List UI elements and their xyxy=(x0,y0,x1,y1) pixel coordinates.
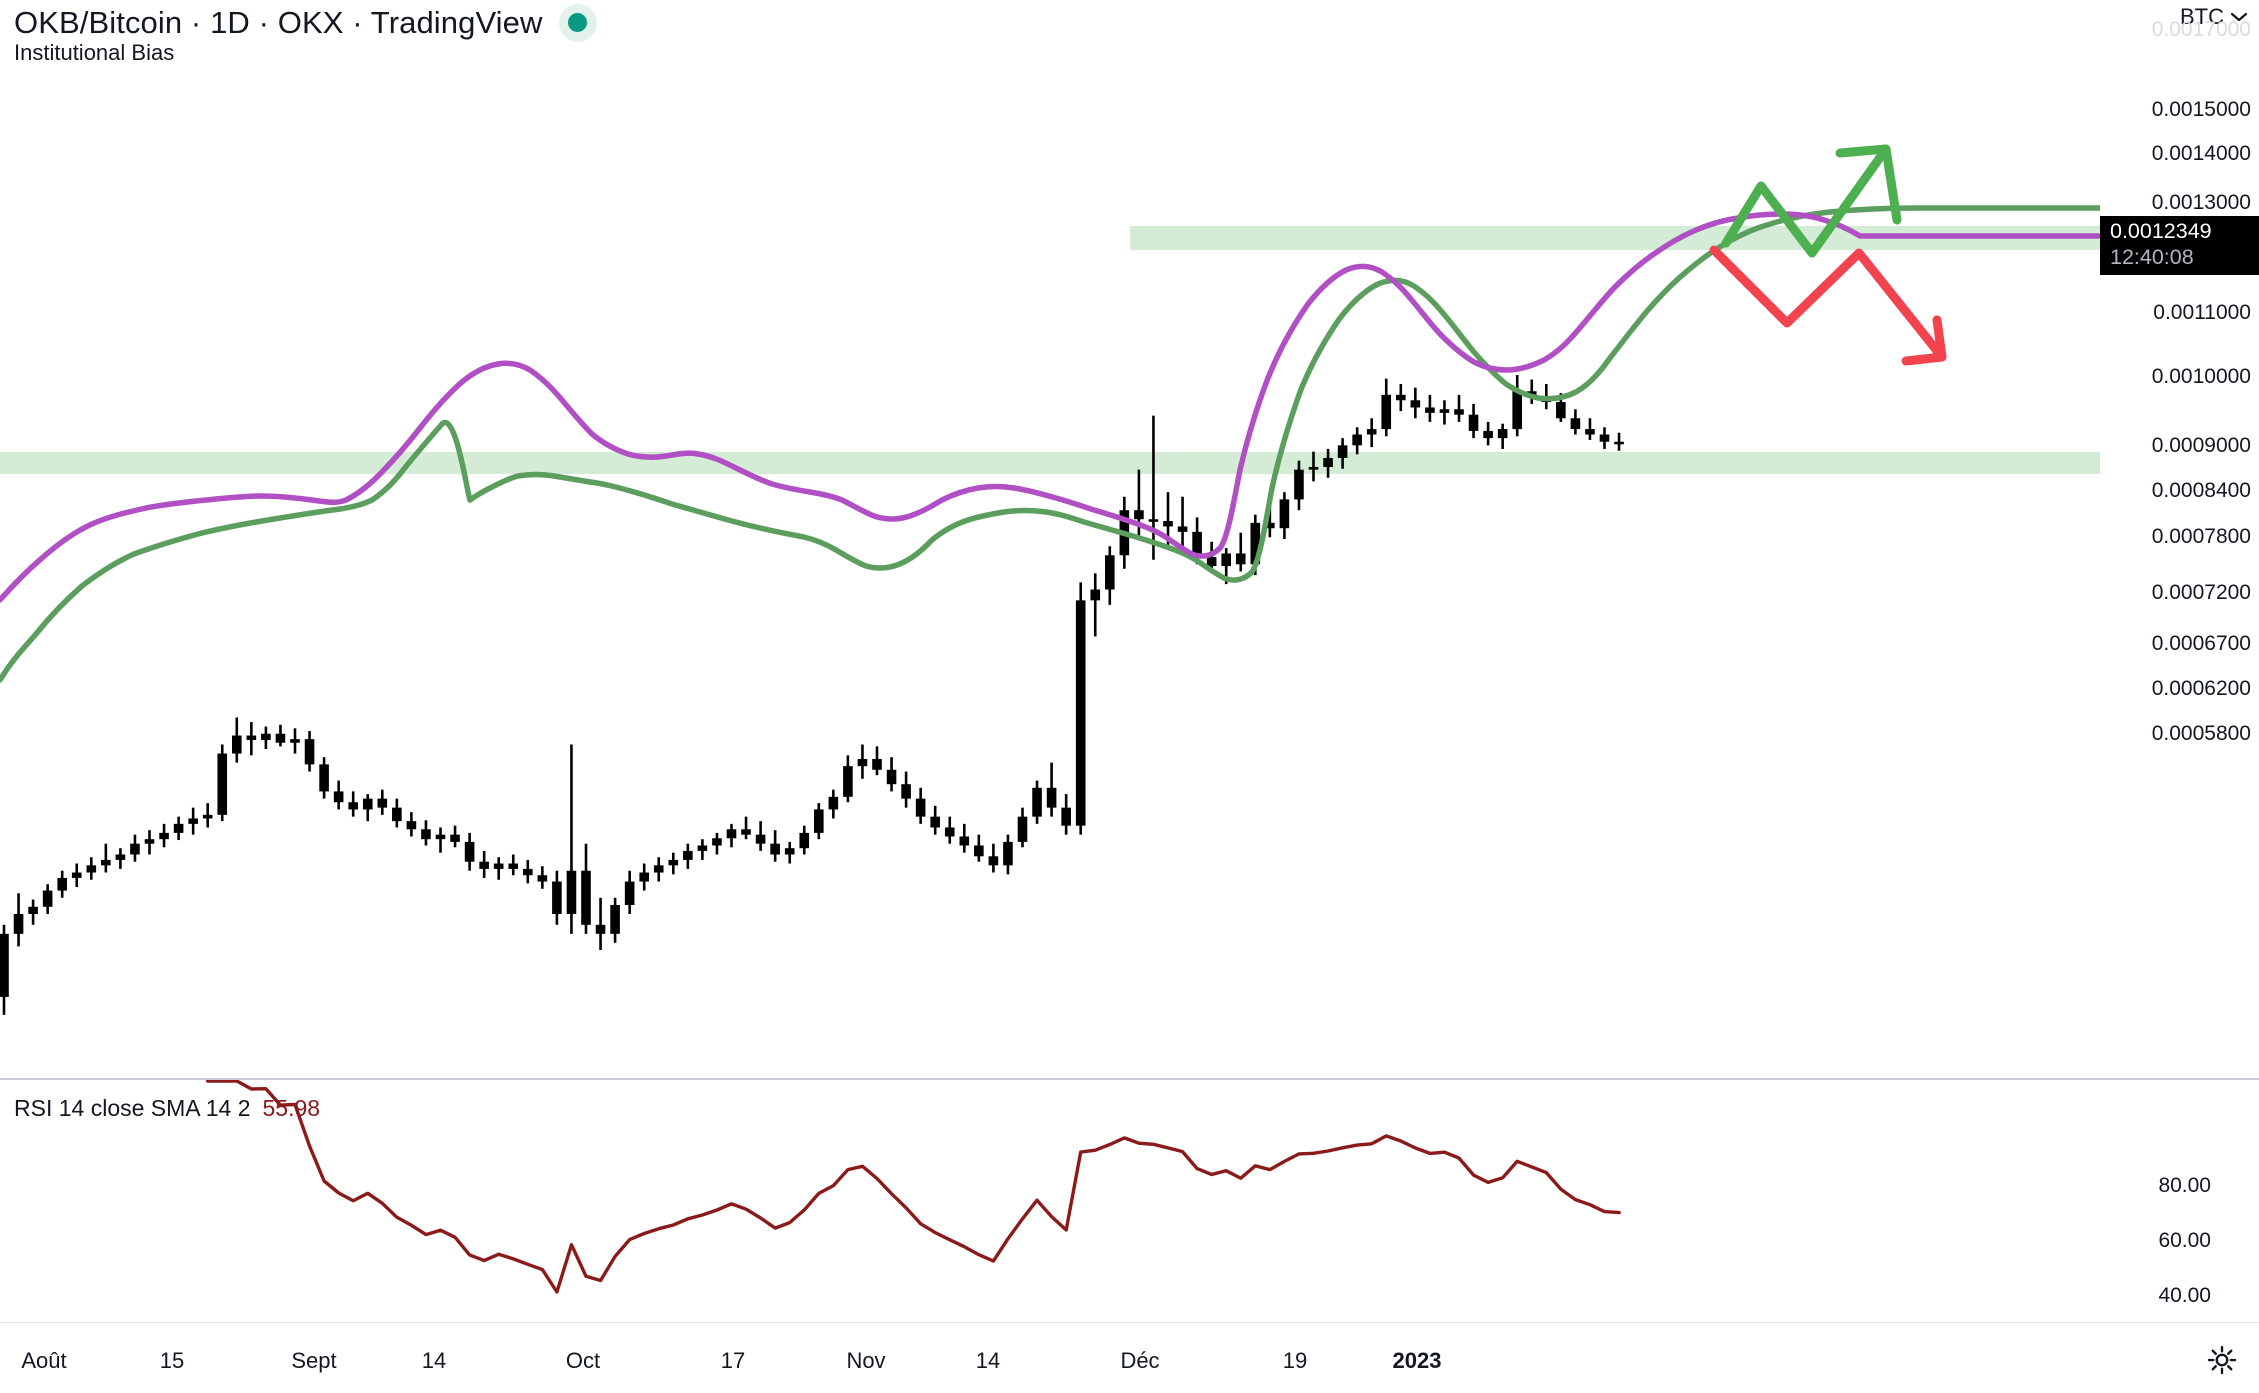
gear-icon[interactable] xyxy=(2207,1345,2237,1375)
price-chart-pane[interactable] xyxy=(0,0,2100,1078)
currency-selector[interactable]: BTC xyxy=(2180,4,2247,30)
chevron-down-icon[interactable] xyxy=(2231,12,2247,22)
rsi-chart-svg xyxy=(205,1080,1621,1294)
time-tick: Sept xyxy=(291,1348,337,1373)
price-tick: 0.0006700 xyxy=(2151,632,2251,655)
price-tick: 0.0010000 xyxy=(2151,365,2251,388)
price-tick: 0.0009000 xyxy=(2151,434,2251,457)
price-tick: 0.0006200 xyxy=(2151,677,2251,700)
price-tick: 0.0017000 xyxy=(2151,18,2251,41)
live-dot-icon xyxy=(568,13,587,32)
chart-header: OKB/Bitcoin · 1D · OKX · TradingView Ins… xyxy=(0,0,2100,95)
currency-label: BTC xyxy=(2180,4,2224,29)
rsi-legend[interactable]: RSI 14 close SMA 14 2 55.98 xyxy=(14,1095,320,1122)
time-tick: Nov xyxy=(846,1348,886,1373)
chart-subtitle: Institutional Bias xyxy=(14,40,175,65)
rsi-line xyxy=(205,1080,1621,1294)
rsi-tick: 60.00 xyxy=(2158,1229,2211,1252)
live-indicator-badge xyxy=(558,3,597,42)
current-price-time: 12:40:08 xyxy=(2110,245,2194,269)
time-tick: 14 xyxy=(421,1348,447,1373)
price-chart-svg xyxy=(0,144,2100,1015)
time-tick: 14 xyxy=(975,1348,1001,1373)
current-price-value: 0.0012349 xyxy=(2110,219,2212,243)
ma-slow-line xyxy=(0,205,2100,683)
ma-fast-line xyxy=(0,211,2100,603)
price-tick: 0.0011000 xyxy=(2153,301,2251,324)
page-title: OKB/Bitcoin · 1D · OKX · TradingView xyxy=(14,4,543,40)
time-tick: Oct xyxy=(565,1348,601,1373)
time-tick: Août xyxy=(21,1348,67,1373)
price-tick: 0.0015000 xyxy=(2151,98,2251,121)
bullish-projection-arrow xyxy=(1721,144,1902,258)
rsi-tick: 80.00 xyxy=(2158,1174,2211,1197)
rsi-value: 55.98 xyxy=(262,1095,321,1121)
bearish-projection-arrow xyxy=(1709,245,1947,366)
current-price-badge: 0.0012349 12:40:08 xyxy=(2100,216,2259,275)
time-tick: Déc xyxy=(1120,1348,1160,1373)
time-tick: 15 xyxy=(159,1348,185,1373)
title-row: OKB/Bitcoin · 1D · OKX · TradingView xyxy=(14,0,597,45)
price-scale[interactable]: BTC 0.0017000 0.0015000 0.0014000 0.0013000… xyxy=(2100,0,2259,1080)
rsi-scale[interactable]: 80.00 60.00 40.00 xyxy=(2100,1080,2259,1322)
rsi-tick: 40.00 xyxy=(2158,1284,2211,1307)
support-zone-lower xyxy=(0,452,2100,474)
price-tick: 0.0007800 xyxy=(2151,525,2251,548)
price-tick: 0.0007200 xyxy=(2151,581,2251,604)
price-tick: 0.0005800 xyxy=(2151,722,2251,745)
time-tick: 2023 xyxy=(1392,1348,1442,1373)
pane-divider xyxy=(0,1078,2259,1080)
rsi-legend-label: RSI 14 close SMA 14 2 xyxy=(14,1095,251,1121)
candlestick-series xyxy=(0,375,1624,1015)
time-tick: 19 xyxy=(1282,1348,1308,1373)
rsi-chart-pane[interactable] xyxy=(0,1080,2100,1322)
time-scale[interactable]: Août 15 Sept 14 Oct 17 Nov 14 Déc 19 2023 xyxy=(0,1322,2259,1393)
price-tick: 0.0013000 xyxy=(2151,191,2251,214)
price-tick: 0.0008400 xyxy=(2151,479,2251,502)
time-tick: 17 xyxy=(720,1348,746,1373)
price-tick: 0.0014000 xyxy=(2151,142,2251,165)
